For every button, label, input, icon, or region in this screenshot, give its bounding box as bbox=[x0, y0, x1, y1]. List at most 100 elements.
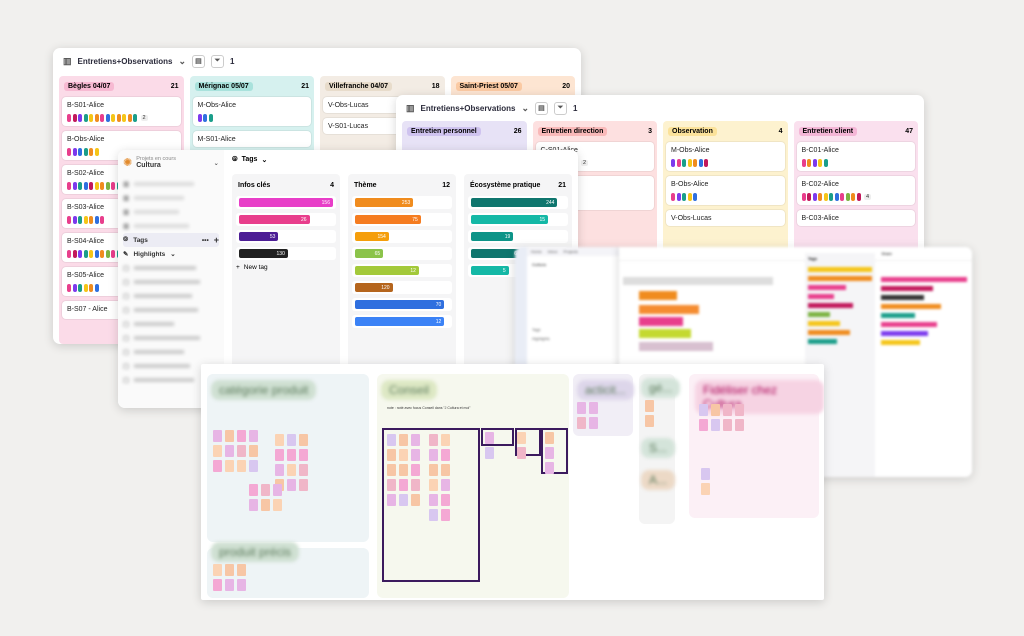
sticky-note[interactable] bbox=[275, 434, 284, 446]
sticky-note[interactable] bbox=[237, 445, 246, 457]
card[interactable]: B-Obs-Alice bbox=[666, 176, 785, 205]
tag-row[interactable]: 26 bbox=[236, 213, 336, 226]
sticky-note[interactable] bbox=[411, 464, 420, 476]
list-item[interactable]: ▢ bbox=[123, 373, 219, 387]
sticky-note[interactable] bbox=[589, 417, 598, 429]
share-button[interactable]: Share bbox=[881, 251, 892, 256]
chevron-down-icon[interactable]: ⌄ bbox=[521, 102, 529, 113]
sticky-note[interactable] bbox=[645, 415, 654, 427]
sticky-note[interactable] bbox=[723, 404, 732, 416]
sidebar-item[interactable]: ▥ bbox=[123, 191, 219, 205]
sidebar-item[interactable]: ▥ bbox=[123, 177, 219, 191]
sticky-note[interactable] bbox=[441, 464, 450, 476]
tag-row[interactable]: 130 bbox=[236, 247, 336, 260]
project-name[interactable]: Cultura bbox=[532, 262, 546, 267]
sticky-note[interactable] bbox=[225, 564, 234, 576]
tag-row[interactable]: 15 bbox=[468, 213, 568, 226]
more-icon[interactable]: ••• bbox=[201, 236, 209, 244]
sticky-note[interactable] bbox=[545, 447, 554, 459]
selection-frame[interactable] bbox=[541, 428, 568, 474]
sticky-note[interactable] bbox=[275, 449, 284, 461]
card[interactable]: M-S01-Alice bbox=[192, 131, 311, 147]
sticky-note[interactable] bbox=[711, 404, 720, 416]
sticky-note[interactable] bbox=[287, 449, 296, 461]
sticky-note[interactable] bbox=[249, 430, 258, 442]
sticky-note[interactable] bbox=[399, 464, 408, 476]
sticky-note[interactable] bbox=[577, 417, 586, 429]
sticky-note[interactable] bbox=[299, 434, 308, 446]
sticky-note[interactable] bbox=[213, 460, 222, 472]
sticky-note[interactable] bbox=[711, 419, 720, 431]
sticky-note[interactable] bbox=[517, 432, 526, 444]
sticky-note[interactable] bbox=[213, 430, 222, 442]
sticky-note[interactable] bbox=[411, 434, 420, 446]
sticky-note[interactable] bbox=[213, 579, 222, 591]
sticky-note[interactable] bbox=[399, 434, 408, 446]
sticky-note[interactable] bbox=[545, 462, 554, 474]
new-tag-button[interactable]: + New tag bbox=[236, 264, 336, 271]
tag-row[interactable]: 65 bbox=[352, 247, 452, 260]
sticky-note[interactable] bbox=[429, 464, 438, 476]
list-item[interactable]: ▢ bbox=[123, 345, 219, 359]
sidebar-item-tags[interactable]: ⦾ Tags ••• + bbox=[123, 233, 219, 247]
list-item[interactable]: ▢ bbox=[123, 317, 219, 331]
sidebar-item-label[interactable]: Tags bbox=[532, 327, 541, 332]
sticky-note[interactable] bbox=[399, 449, 408, 461]
sticky-note[interactable] bbox=[399, 479, 408, 491]
sticky-note[interactable] bbox=[429, 434, 438, 446]
list-item[interactable]: ▢ bbox=[123, 289, 219, 303]
chevron-down-icon[interactable]: ⌄ bbox=[170, 251, 176, 258]
card[interactable]: B-C01-Alice bbox=[796, 142, 915, 171]
list-item[interactable]: ▢ bbox=[123, 261, 219, 275]
sticky-note[interactable] bbox=[225, 460, 234, 472]
sticky-note[interactable] bbox=[701, 468, 710, 480]
list-item[interactable]: ▢ bbox=[123, 303, 219, 317]
tag-row[interactable]: 75 bbox=[352, 213, 452, 226]
sticky-note[interactable] bbox=[287, 479, 296, 491]
sticky-note[interactable] bbox=[411, 449, 420, 461]
filter-icon[interactable]: ⏷ bbox=[553, 101, 567, 115]
tag-row[interactable]: 244 bbox=[468, 196, 568, 209]
tag-row[interactable]: 19 bbox=[468, 230, 568, 243]
sticky-note[interactable] bbox=[735, 419, 744, 431]
sticky-note[interactable] bbox=[213, 445, 222, 457]
sticky-note[interactable] bbox=[441, 449, 450, 461]
sticky-note[interactable] bbox=[287, 464, 296, 476]
sticky-note[interactable] bbox=[237, 460, 246, 472]
layout-icon[interactable]: ▤ bbox=[534, 101, 548, 115]
chevron-down-icon[interactable]: ⌄ bbox=[213, 159, 219, 167]
sticky-note[interactable] bbox=[723, 419, 732, 431]
tag-row[interactable]: 156 bbox=[236, 196, 336, 209]
chevron-down-icon[interactable]: ⌄ bbox=[178, 55, 186, 66]
sticky-note[interactable] bbox=[225, 579, 234, 591]
list-item[interactable]: ▢ bbox=[123, 359, 219, 373]
sticky-note[interactable] bbox=[249, 484, 258, 496]
sticky-note[interactable] bbox=[261, 499, 270, 511]
sticky-note[interactable] bbox=[429, 494, 438, 506]
sticky-note[interactable] bbox=[249, 460, 258, 472]
sticky-note[interactable] bbox=[273, 499, 282, 511]
sticky-note[interactable] bbox=[411, 479, 420, 491]
sticky-note[interactable] bbox=[441, 509, 450, 521]
sticky-note[interactable] bbox=[699, 419, 708, 431]
sticky-note[interactable] bbox=[249, 499, 258, 511]
sticky-note[interactable] bbox=[387, 494, 396, 506]
sticky-note[interactable] bbox=[441, 434, 450, 446]
selection-frame[interactable] bbox=[481, 428, 514, 446]
sidebar-item[interactable]: ▥ bbox=[123, 219, 219, 233]
sidebar-item-highlights[interactable]: ✎ Highlights ⌄ bbox=[123, 247, 219, 261]
layout-icon[interactable]: ▤ bbox=[191, 54, 205, 68]
list-item[interactable]: ▢ bbox=[123, 275, 219, 289]
sticky-note[interactable] bbox=[387, 434, 396, 446]
sticky-note[interactable] bbox=[441, 479, 450, 491]
sticky-note[interactable] bbox=[589, 402, 598, 414]
sticky-note[interactable] bbox=[699, 404, 708, 416]
sticky-note[interactable] bbox=[399, 494, 408, 506]
sticky-note[interactable] bbox=[429, 479, 438, 491]
tag-row[interactable]: 12 bbox=[352, 315, 452, 328]
sticky-note[interactable] bbox=[225, 445, 234, 457]
card[interactable]: B-S01-Alice 2 bbox=[62, 97, 181, 126]
sticky-note[interactable] bbox=[441, 494, 450, 506]
sticky-note[interactable] bbox=[485, 447, 494, 459]
project-name[interactable]: Cultura bbox=[136, 162, 161, 169]
